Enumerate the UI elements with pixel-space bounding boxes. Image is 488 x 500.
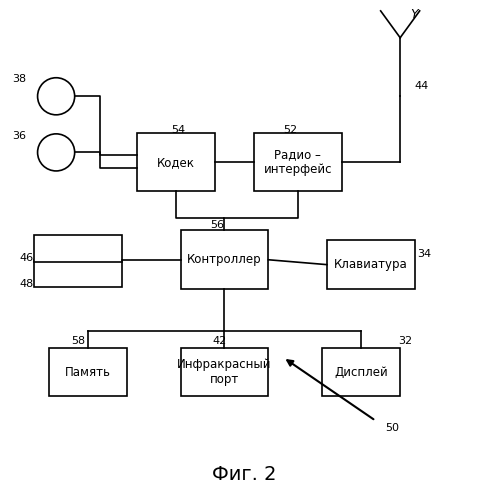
FancyBboxPatch shape: [34, 260, 122, 286]
Text: 48: 48: [20, 278, 34, 288]
Text: Радио –
интерфейс: Радио – интерфейс: [264, 148, 332, 176]
Circle shape: [38, 134, 75, 171]
Text: Клавиатура: Клавиатура: [334, 258, 408, 271]
Text: 38: 38: [12, 74, 26, 84]
Text: 58: 58: [71, 336, 85, 345]
Text: 56: 56: [210, 220, 224, 230]
Text: 42: 42: [212, 336, 226, 345]
Text: Контроллер: Контроллер: [187, 254, 262, 266]
Text: 46: 46: [20, 253, 34, 263]
Text: 54: 54: [171, 125, 185, 135]
Text: 44: 44: [415, 81, 429, 91]
Text: Память: Память: [65, 366, 111, 378]
FancyBboxPatch shape: [49, 348, 127, 397]
Text: 34: 34: [417, 250, 431, 260]
FancyBboxPatch shape: [181, 230, 268, 289]
Text: Y: Y: [410, 8, 418, 21]
Text: Инфракрасный
порт: Инфракрасный порт: [177, 358, 272, 386]
FancyBboxPatch shape: [322, 348, 400, 397]
FancyBboxPatch shape: [327, 240, 415, 289]
Text: 32: 32: [398, 336, 412, 345]
FancyBboxPatch shape: [254, 133, 342, 192]
Text: 36: 36: [12, 130, 26, 140]
Text: Кодек: Кодек: [157, 156, 195, 168]
Circle shape: [38, 78, 75, 115]
Text: Дисплей: Дисплей: [334, 366, 388, 378]
Text: 52: 52: [283, 125, 297, 135]
FancyBboxPatch shape: [34, 236, 122, 262]
FancyBboxPatch shape: [181, 348, 268, 397]
Text: 50: 50: [386, 422, 400, 432]
FancyBboxPatch shape: [137, 133, 215, 192]
Text: Фиг. 2: Фиг. 2: [212, 465, 276, 484]
